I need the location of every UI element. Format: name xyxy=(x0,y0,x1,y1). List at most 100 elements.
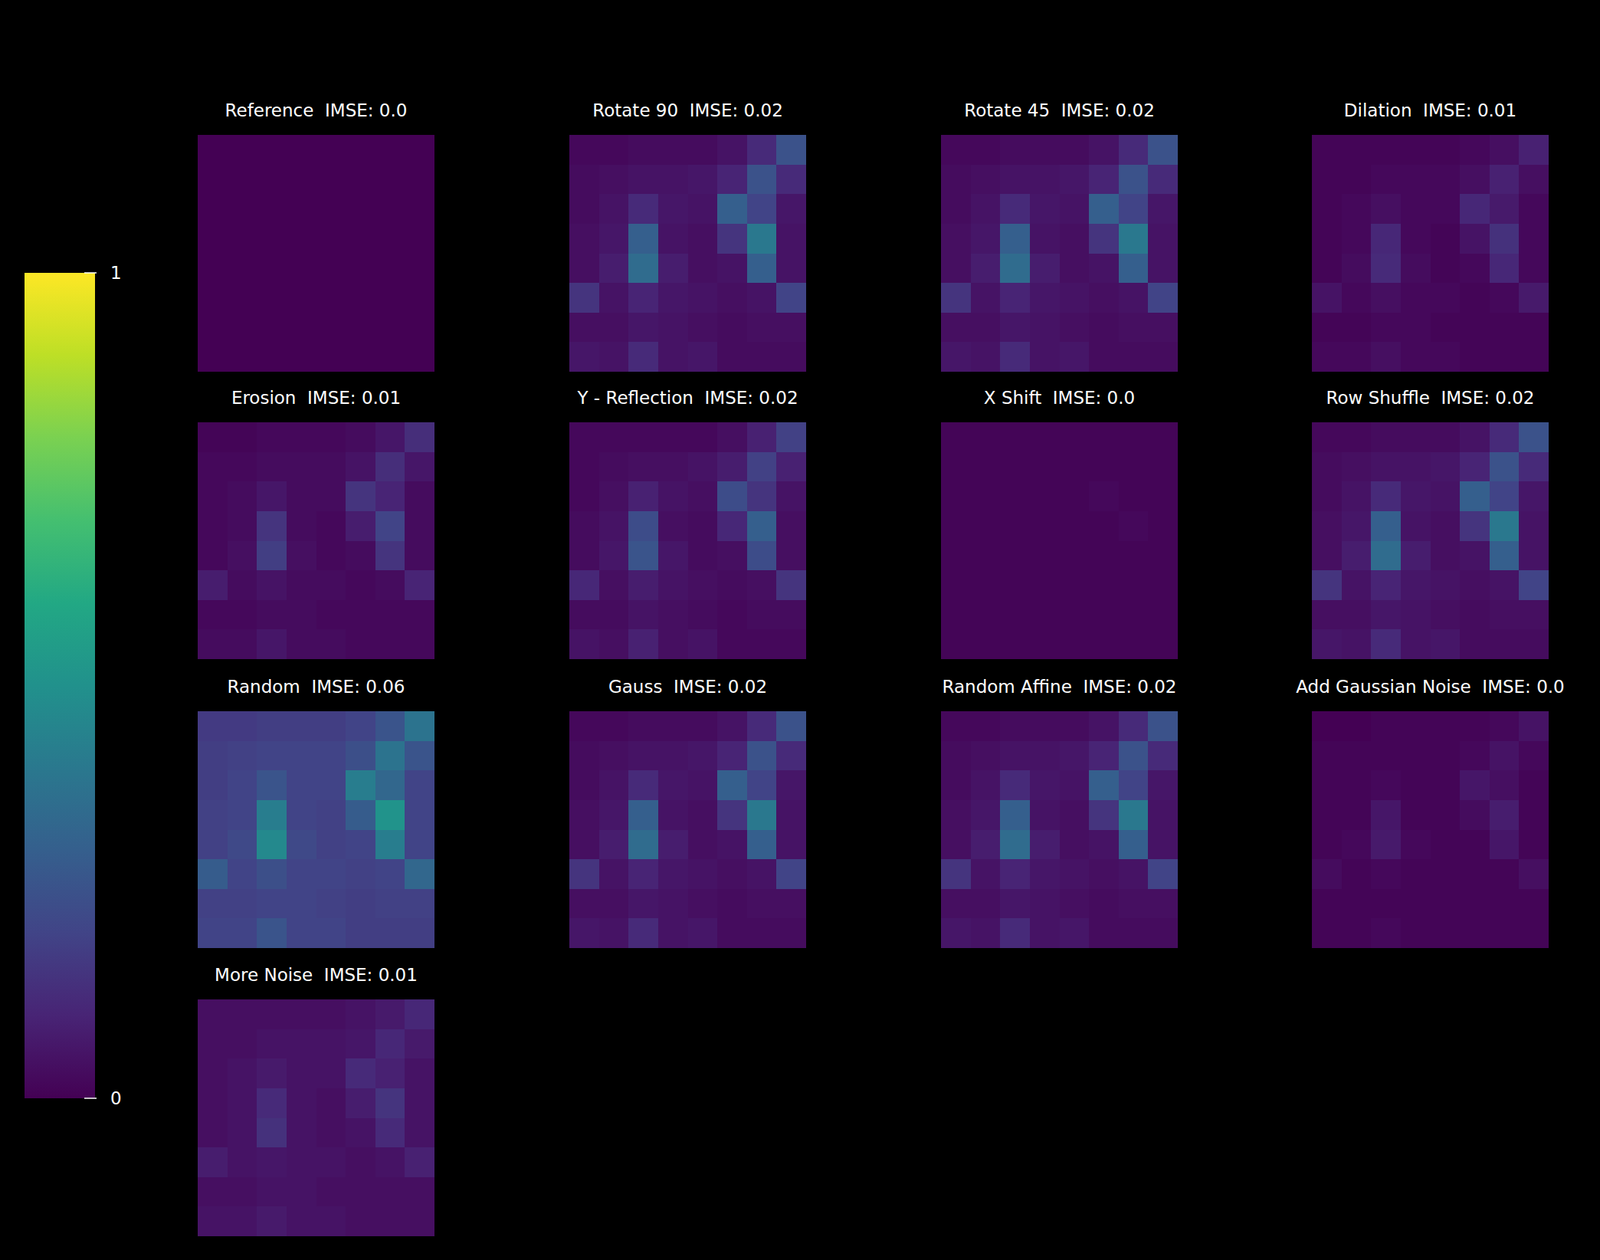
heatmap-cell xyxy=(286,800,317,830)
heatmap-cell xyxy=(1059,511,1090,541)
heatmap-cell xyxy=(197,600,228,630)
heatmap-cell xyxy=(256,422,287,453)
heatmap-cell xyxy=(569,629,600,660)
heatmap-cell xyxy=(286,223,317,254)
heatmap-cell xyxy=(316,341,347,372)
heatmap-cell xyxy=(1430,888,1461,919)
panel: Add Gaussian Noise IMSE: 0.0 xyxy=(1295,676,1565,949)
heatmap-cell xyxy=(286,1029,317,1060)
heatmap-cell xyxy=(197,282,228,313)
heatmap-cell xyxy=(717,164,748,195)
heatmap-cell xyxy=(404,452,435,482)
heatmap-cell xyxy=(1000,134,1030,165)
heatmap-cell xyxy=(628,452,659,482)
heatmap-cell xyxy=(1118,770,1149,800)
heatmap-cell xyxy=(1518,511,1549,541)
heatmap-cell xyxy=(1341,511,1372,541)
heatmap-cell xyxy=(1147,570,1178,600)
heatmap-cell xyxy=(970,422,1001,453)
heatmap-cell xyxy=(1311,829,1342,860)
heatmap-cell xyxy=(940,770,971,800)
heatmap-cell xyxy=(345,918,376,948)
heatmap-cell xyxy=(970,829,1001,860)
heatmap-cell xyxy=(1430,770,1461,800)
heatmap-cell xyxy=(1029,134,1060,165)
heatmap-cell xyxy=(197,829,228,860)
heatmap-cell xyxy=(628,282,659,313)
heatmap-cell xyxy=(256,134,287,165)
heatmap-cell xyxy=(717,829,748,860)
heatmap-cell xyxy=(940,422,971,453)
heatmap-cell xyxy=(1459,193,1490,224)
heatmap-cell xyxy=(1341,859,1372,889)
heatmap-cell xyxy=(1311,859,1342,889)
panel-title: Random Affine IMSE: 0.02 xyxy=(942,676,1178,697)
heatmap-cell xyxy=(1311,918,1342,948)
heatmap-cell xyxy=(1518,770,1549,800)
heatmap-cell xyxy=(227,600,258,630)
heatmap-cell xyxy=(747,134,778,165)
heatmap-cell xyxy=(345,164,376,195)
heatmap-cell xyxy=(227,540,258,571)
colorbar-tick-label: 0 xyxy=(110,1088,122,1109)
panel-title: Reference IMSE: 0.0 xyxy=(225,100,408,121)
heatmap-cell xyxy=(375,341,406,372)
heatmap-cell xyxy=(658,223,689,254)
heatmap-cell xyxy=(1029,341,1060,372)
heatmap-cell xyxy=(717,540,748,571)
heatmap-cell xyxy=(197,540,228,571)
heatmap-cell xyxy=(1430,540,1461,571)
heatmap-cell xyxy=(286,511,317,541)
heatmap-cell xyxy=(197,1029,228,1060)
heatmap-cell xyxy=(1489,253,1520,284)
heatmap-cell xyxy=(1147,481,1178,512)
heatmap-cell xyxy=(375,829,406,860)
heatmap-cell xyxy=(1370,282,1401,313)
heatmap-cell xyxy=(1400,341,1431,372)
heatmap xyxy=(940,422,1178,660)
heatmap-cell xyxy=(940,481,971,512)
heatmap-cell xyxy=(747,740,778,771)
heatmap-cell xyxy=(197,1147,228,1178)
heatmap-cell xyxy=(940,629,971,660)
heatmap-cell xyxy=(970,511,1001,541)
heatmap-cell xyxy=(1118,540,1149,571)
heatmap-cell xyxy=(1000,829,1030,860)
heatmap-cell xyxy=(940,859,971,889)
heatmap-cell xyxy=(1489,629,1520,660)
heatmap-cell xyxy=(197,888,228,919)
heatmap-cell xyxy=(688,570,719,600)
heatmap-cell xyxy=(256,1058,287,1089)
heatmap-cell xyxy=(1118,164,1149,195)
heatmap-cell xyxy=(1400,134,1431,165)
heatmap-cell xyxy=(316,164,347,195)
heatmap-cell xyxy=(717,452,748,482)
heatmap-cell xyxy=(404,1177,435,1207)
heatmap-cell xyxy=(1000,481,1030,512)
heatmap-cell xyxy=(688,711,719,741)
heatmap-cell xyxy=(1059,452,1090,482)
heatmap-cell xyxy=(1400,223,1431,254)
heatmap-cell xyxy=(658,422,689,453)
heatmap-cell xyxy=(1311,253,1342,284)
heatmap-cell xyxy=(747,422,778,453)
heatmap-cell xyxy=(1000,600,1030,630)
heatmap-cell xyxy=(776,312,807,343)
heatmap-cell xyxy=(1118,859,1149,889)
heatmap-cell xyxy=(375,888,406,919)
heatmap-cell xyxy=(375,918,406,948)
heatmap-cell xyxy=(197,629,228,660)
heatmap-cell xyxy=(1088,193,1119,224)
heatmap-cell xyxy=(1341,164,1372,195)
heatmap-cell xyxy=(1000,711,1030,741)
heatmap-cell xyxy=(197,1058,228,1089)
heatmap-cell xyxy=(599,629,630,660)
heatmap-cell xyxy=(1518,341,1549,372)
heatmap-cell xyxy=(776,134,807,165)
heatmap-cell xyxy=(1000,770,1030,800)
heatmap-cell xyxy=(404,800,435,830)
heatmap-cell xyxy=(227,223,258,254)
heatmap-cell xyxy=(1400,859,1431,889)
heatmap-cell xyxy=(286,341,317,372)
heatmap-cell xyxy=(1118,312,1149,343)
